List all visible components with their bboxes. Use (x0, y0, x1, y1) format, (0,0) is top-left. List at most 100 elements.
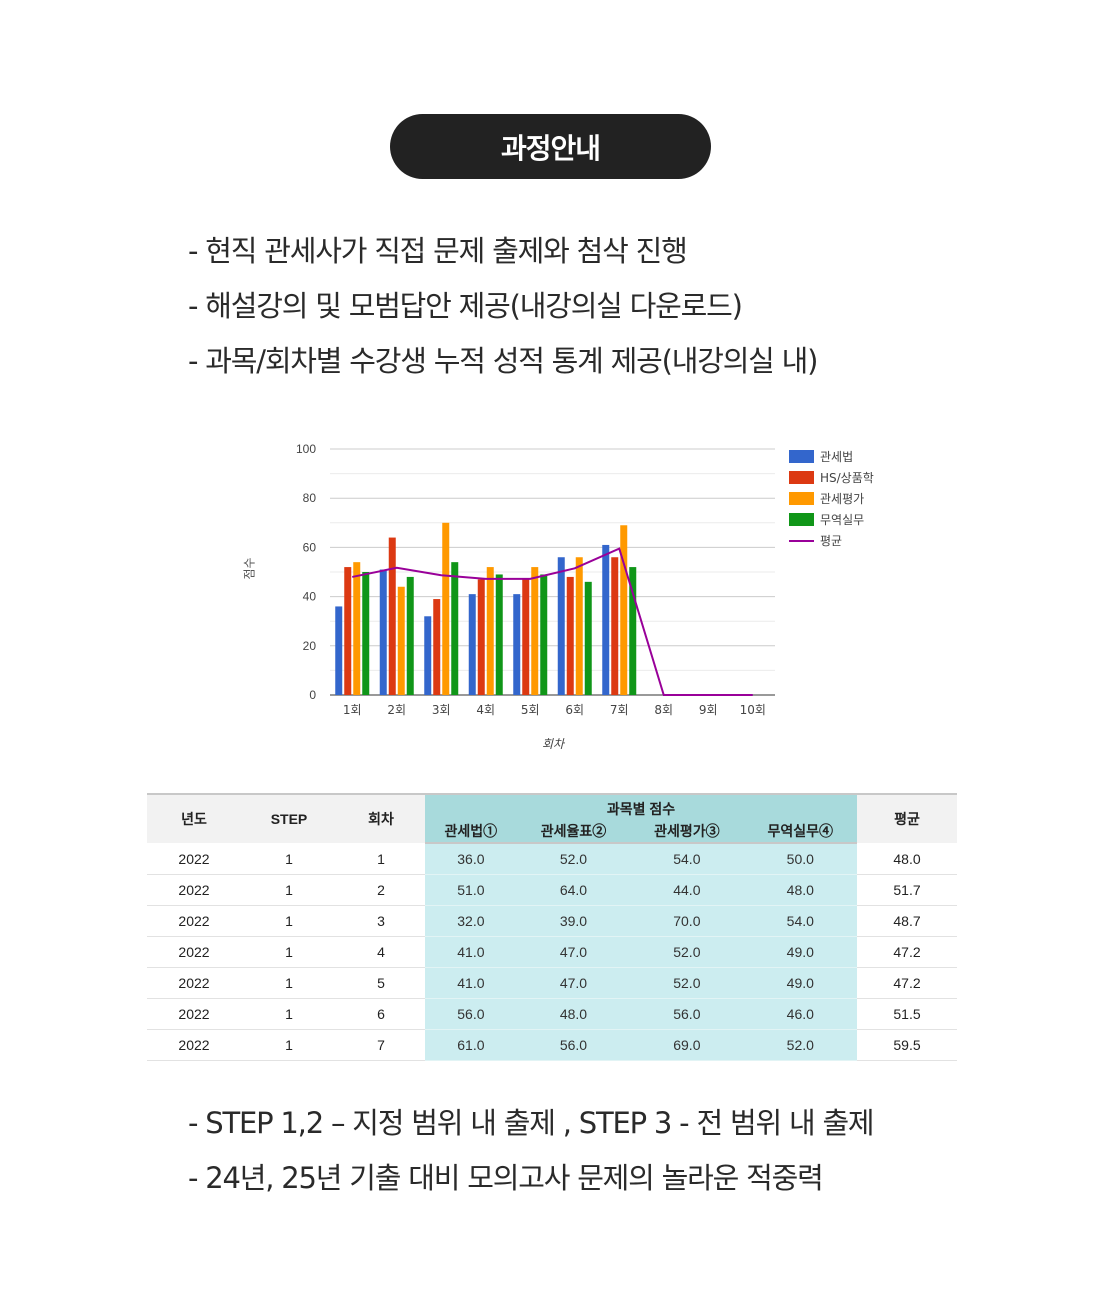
table-cell: 2022 (147, 843, 241, 875)
chart-bar (477, 579, 485, 695)
chart-bar (424, 616, 432, 695)
legend-item: 관세평가 (789, 488, 874, 509)
table-cell: 70.0 (630, 905, 744, 937)
table-cell: 49.0 (743, 967, 857, 999)
chart-x-tick-label: 6회 (565, 703, 584, 717)
legend-label: 평균 (820, 534, 843, 548)
table-cell: 51.7 (857, 874, 957, 906)
table-cell: 7 (337, 1029, 425, 1061)
legend-item: 무역실무 (789, 509, 874, 530)
table-cell: 1 (241, 936, 337, 968)
legend-item: HS/상품학 (789, 467, 874, 488)
chart-bar (397, 586, 405, 695)
legend-color-swatch (789, 450, 814, 463)
chart-bar (495, 574, 503, 695)
chart-bar (388, 537, 396, 695)
chart-y-tick-label: 0 (309, 688, 316, 702)
chart-bar (540, 574, 548, 695)
chart-x-tick-label: 8회 (654, 703, 673, 717)
table-cell: 48.0 (857, 843, 957, 875)
table-cell: 56.0 (425, 998, 517, 1030)
table-cell: 52.0 (516, 843, 631, 875)
intro-bullet: - 현직 관세사가 직접 문제 출제와 첨삭 진행 (188, 234, 688, 268)
chart-bar (468, 594, 476, 695)
table-cell: 39.0 (516, 905, 631, 937)
table-row: 2022 1 5 41.0 47.0 52.0 49.0 47.2 (147, 967, 957, 999)
table-cell: 2022 (147, 874, 241, 906)
table-cell: 56.0 (630, 998, 744, 1030)
table-cell: 48.0 (516, 998, 631, 1030)
chart-bar (451, 562, 459, 695)
chart-bar (344, 567, 352, 695)
course-info-title-text: 과정안내 (500, 131, 601, 165)
legend-label: 관세법 (820, 450, 854, 464)
outro-bullet: - 24년, 25년 기출 대비 모의고사 문제의 놀라운 적중력 (188, 1161, 824, 1195)
table-row: 2022 1 3 32.0 39.0 70.0 54.0 48.7 (147, 905, 957, 937)
table-cell: 2022 (147, 998, 241, 1030)
table-cell: 36.0 (425, 843, 517, 875)
table-cell: 48.7 (857, 905, 957, 937)
chart-y-tick-label: 20 (303, 639, 317, 653)
table-cell: 54.0 (743, 905, 857, 937)
table-cell: 1 (241, 998, 337, 1030)
chart-x-axis-label: 회차 (542, 737, 566, 751)
intro-bullet-list: - 현직 관세사가 직접 문제 출제와 첨삭 진행 - 해설강의 및 모범답안 … (188, 224, 988, 389)
table-cell: 6 (337, 998, 425, 1030)
chart-y-axis-label: 점수 (242, 557, 257, 580)
chart-x-tick-label: 4회 (476, 703, 495, 717)
table-cell: 1 (241, 874, 337, 906)
table-cell: 2022 (147, 1029, 241, 1061)
table-cell: 59.5 (857, 1029, 957, 1061)
chart-bar (379, 569, 387, 695)
legend-label: 관세평가 (820, 492, 865, 506)
score-table: 년도 STEP 회차 과목별 점수 평균 관세법① 관세율표② 관세평가③ 무역… (147, 793, 957, 1061)
course-info-title: 과정안내 (390, 114, 711, 179)
col-header-subject: 무역실무④ (743, 820, 857, 844)
chart-bar (335, 606, 343, 695)
chart-bar (557, 557, 565, 695)
table-cell: 46.0 (743, 998, 857, 1030)
chart-bar (629, 567, 637, 695)
col-header-step: STEP (241, 793, 337, 843)
table-cell: 41.0 (425, 936, 517, 968)
table-cell: 2022 (147, 967, 241, 999)
table-cell: 44.0 (630, 874, 744, 906)
chart-x-tick-label: 5회 (521, 703, 540, 717)
table-cell: 1 (241, 905, 337, 937)
outro-bullet-list: - STEP 1,2 – 지정 범위 내 출제 , STEP 3 - 전 범위 … (188, 1096, 988, 1206)
table-cell: 61.0 (425, 1029, 517, 1061)
table-cell: 41.0 (425, 967, 517, 999)
table-cell: 47.2 (857, 967, 957, 999)
table-cell: 51.5 (857, 998, 957, 1030)
chart-x-tick-label: 1회 (343, 703, 362, 717)
table-cell: 50.0 (743, 843, 857, 875)
chart-x-tick-label: 7회 (610, 703, 629, 717)
table-cell: 32.0 (425, 905, 517, 937)
legend-color-swatch (789, 492, 814, 505)
table-cell: 1 (337, 843, 425, 875)
table-cell: 4 (337, 936, 425, 968)
legend-item: 관세법 (789, 446, 874, 467)
chart-y-tick-label: 100 (296, 442, 316, 456)
table-row: 2022 1 4 41.0 47.0 52.0 49.0 47.2 (147, 936, 957, 968)
chart-bar (433, 599, 441, 695)
table-cell: 1 (241, 1029, 337, 1061)
table-cell: 47.0 (516, 936, 631, 968)
legend-item: 평균 (789, 530, 874, 551)
col-header-subject: 관세율표② (516, 820, 631, 844)
table-cell: 49.0 (743, 936, 857, 968)
table-cell: 54.0 (630, 843, 744, 875)
col-header-round: 회차 (337, 793, 425, 843)
chart-x-tick-label: 9회 (699, 703, 718, 717)
legend-label: HS/상품학 (820, 471, 874, 485)
intro-bullet: - 과목/회차별 수강생 누적 성적 통계 제공(내강의실 내) (188, 344, 818, 378)
outro-bullet: - STEP 1,2 – 지정 범위 내 출제 , STEP 3 - 전 범위 … (188, 1106, 875, 1140)
table-cell: 69.0 (630, 1029, 744, 1061)
legend-color-swatch (789, 471, 814, 484)
chart-x-tick-label: 3회 (432, 703, 451, 717)
table-cell: 2022 (147, 905, 241, 937)
table-cell: 56.0 (516, 1029, 631, 1061)
table-cell: 52.0 (743, 1029, 857, 1061)
